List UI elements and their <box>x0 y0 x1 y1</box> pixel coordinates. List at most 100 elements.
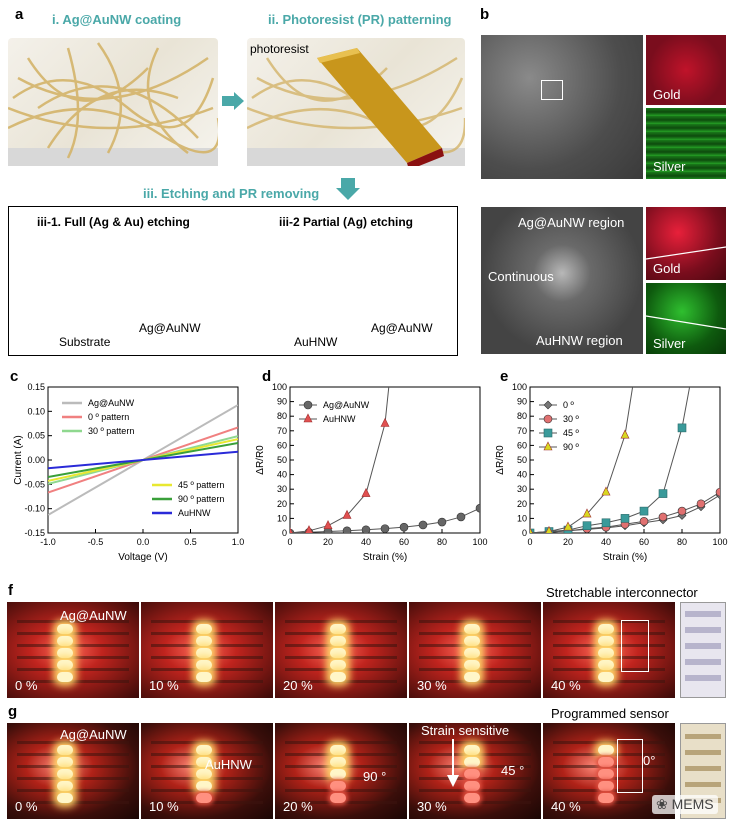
nanowire-coating-image <box>7 38 221 166</box>
led-light <box>57 745 73 755</box>
silver-label-bottom: Silver <box>653 336 686 351</box>
y-axis-label: Current (A) <box>13 435 24 484</box>
x-tick-label: 80 <box>437 537 447 547</box>
photoresist-pattern-image <box>246 38 467 170</box>
led-photo-frame: 30 % <box>409 602 541 698</box>
interconnector-layout-diagram <box>680 602 726 698</box>
led-light <box>57 636 73 646</box>
strain-label: 20 % <box>283 678 313 693</box>
data-point <box>342 509 352 519</box>
data-point <box>545 525 553 533</box>
led-light <box>598 648 614 658</box>
legend-label: Ag@AuNW <box>88 398 135 408</box>
x-tick-label: 80 <box>677 537 687 547</box>
strain-label: 40 % <box>551 678 581 693</box>
silver-map-bottom: Silver <box>646 283 726 354</box>
panel-c-letter: c <box>10 368 19 385</box>
y-tick-label: 0.00 <box>27 455 45 465</box>
legend-label: AuHNW <box>178 508 211 518</box>
legend-label: 45 º pattern <box>178 480 224 490</box>
continuous-label: Continuous <box>488 269 554 284</box>
data-point <box>696 499 706 509</box>
data-point <box>380 417 390 427</box>
strain-label: 20 % <box>283 799 313 814</box>
roi-box <box>541 80 563 100</box>
programmed-sensor-caption: Programmed sensor <box>551 706 669 721</box>
led-light <box>196 781 212 791</box>
circuit-stripe <box>285 620 397 623</box>
arrow-right-icon <box>222 92 244 110</box>
strain-label: 30 % <box>417 799 447 814</box>
data-point <box>677 423 687 433</box>
led-light <box>196 757 212 767</box>
circuit-stripe <box>17 656 129 659</box>
y-tick-label: 10 <box>277 513 287 523</box>
led-light <box>464 660 480 670</box>
led-light <box>330 624 346 634</box>
y-tick-label: 0.10 <box>27 406 45 416</box>
data-point <box>456 512 466 522</box>
led-photo-frame: 20 % <box>275 723 407 819</box>
led-light <box>598 745 614 755</box>
data-point <box>582 508 592 518</box>
led-light <box>464 648 480 658</box>
angle-45-label: 45 ° <box>501 763 525 778</box>
led-light <box>196 624 212 634</box>
partial-etching-title: iii-2 Partial (Ag) etching <box>279 215 414 229</box>
led-light <box>464 781 480 791</box>
gold-map-top: Gold <box>646 35 726 105</box>
y-tick-label: 100 <box>512 382 527 392</box>
led-light <box>330 793 346 803</box>
x-axis-label: Voltage (V) <box>118 552 167 563</box>
data-point <box>342 526 352 533</box>
strain-label: 0 % <box>15 799 38 814</box>
led-photo-frame: 0 % <box>7 602 139 698</box>
led-light <box>598 636 614 646</box>
agaunw-right-label: Ag@AuNW <box>371 321 433 335</box>
data-point <box>399 522 409 532</box>
legend-label: 90 º <box>563 442 580 452</box>
step2-title: ii. Photoresist (PR) patterning <box>268 12 452 27</box>
angle-0-label: 0° <box>643 753 656 768</box>
strain-label: 10 % <box>149 678 179 693</box>
region-bottom-label: AuHNW region <box>536 333 623 348</box>
silver-map-top: Silver <box>646 108 726 179</box>
led-light <box>330 769 346 779</box>
y-tick-label: 50 <box>517 455 527 465</box>
nanowire-network-illustration <box>7 42 221 166</box>
data-point <box>658 512 668 522</box>
region-top-label: Ag@AuNW region <box>518 215 625 230</box>
led-light <box>330 648 346 658</box>
y-tick-label: 80 <box>277 411 287 421</box>
data-point <box>305 525 313 533</box>
legend-label: 30 º pattern <box>88 426 134 436</box>
x-tick-label: 1.0 <box>232 537 245 547</box>
y-tick-label: 30 <box>517 484 527 494</box>
led-light <box>464 793 480 803</box>
circuit-stripe <box>17 741 129 744</box>
series-line-auhnw <box>48 450 238 470</box>
y-tick-label: 90 <box>517 397 527 407</box>
x-tick-label: 60 <box>639 537 649 547</box>
legend-label: Ag@AuNW <box>323 400 370 410</box>
strain-label: 10 % <box>149 799 179 814</box>
strain-label: 0 % <box>15 678 38 693</box>
led-light <box>598 769 614 779</box>
series-line-90 <box>530 387 634 533</box>
led-light <box>464 672 480 682</box>
data-point <box>658 489 668 498</box>
data-point <box>601 486 611 496</box>
led-light <box>330 757 346 767</box>
led-light <box>196 672 212 682</box>
panel-b-letter: b <box>480 6 490 23</box>
legend-label: 0 º <box>563 400 575 410</box>
full-etching-title: iii-1. Full (Ag & Au) etching <box>37 215 190 229</box>
led-photo-frame: 0 % <box>7 723 139 819</box>
gold-map-bottom: Gold <box>646 207 726 280</box>
led-light <box>196 769 212 779</box>
led-light <box>57 781 73 791</box>
resistance-chart-d: 0 20 40 60 80 100 0 10 20 30 40 50 60 70 80 90 100 Strain… <box>255 382 488 563</box>
circuit-stripe <box>17 680 129 683</box>
circuit-stripe <box>151 620 263 623</box>
circuit-stripe <box>17 777 129 780</box>
